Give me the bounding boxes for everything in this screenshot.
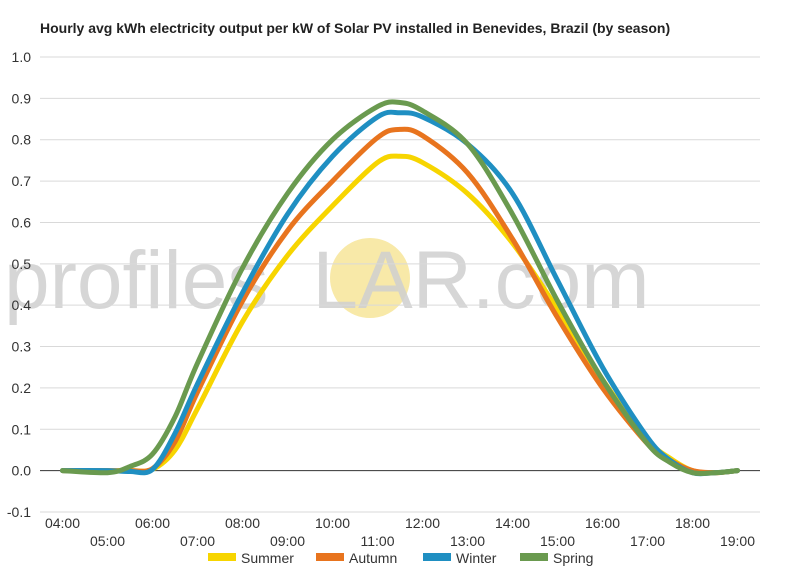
legend-swatch-winter	[423, 553, 451, 561]
y-tick-label: 0.4	[12, 297, 32, 313]
watermark-text-1: profile	[4, 235, 227, 326]
y-tick-label: 0.2	[12, 380, 32, 396]
y-tick-label: -0.1	[7, 504, 31, 520]
y-tick-label: 0.6	[12, 214, 32, 230]
x-axis: 04:00 05:00 06:00 07:00 08:00 09:00 10:00 11:00…	[45, 515, 755, 549]
x-tick-label: 17:00	[630, 533, 665, 549]
y-tick-label: 0.7	[12, 173, 32, 189]
x-tick-label: 07:00	[180, 533, 215, 549]
y-tick-label: 1.0	[12, 49, 32, 65]
legend-label-winter: Winter	[456, 550, 497, 566]
y-tick-label: 0.8	[12, 132, 32, 148]
legend-swatch-autumn	[316, 553, 344, 561]
series-line-spring	[60, 99, 740, 477]
watermark-text-3: LAR.com	[312, 235, 649, 326]
y-tick-label: 0.9	[12, 90, 32, 106]
legend-swatch-spring	[520, 553, 548, 561]
watermark-sun-icon	[330, 238, 410, 318]
x-tick-label: 19:00	[720, 533, 755, 549]
legend: Summer Autumn Winter Spring	[208, 550, 593, 566]
legend-swatch-summer	[208, 553, 236, 561]
x-tick-label: 16:00	[585, 515, 620, 531]
series-line-winter	[60, 109, 740, 477]
y-tick-label: 0.5	[12, 256, 32, 272]
chart-title: Hourly avg kWh electricity output per kW…	[40, 20, 670, 36]
x-tick-label: 15:00	[540, 533, 575, 549]
y-tick-label: 0.1	[12, 421, 32, 437]
x-tick-label: 05:00	[90, 533, 125, 549]
x-tick-label: 04:00	[45, 515, 80, 531]
x-tick-label: 10:00	[315, 515, 350, 531]
x-tick-label: 14:00	[495, 515, 530, 531]
series-lines	[60, 99, 740, 477]
x-tick-label: 06:00	[135, 515, 170, 531]
y-tick-label: 0.0	[12, 463, 32, 479]
y-axis: -0.1 0.0 0.1 0.2 0.3 0.4 0.5 0.6 0.7 0.8 0.9 1.0	[7, 49, 31, 520]
x-tick-label: 18:00	[675, 515, 710, 531]
x-tick-label: 12:00	[405, 515, 440, 531]
x-tick-label: 11:00	[361, 533, 395, 549]
legend-label-spring: Spring	[553, 550, 593, 566]
legend-label-summer: Summer	[241, 550, 294, 566]
y-tick-label: 0.3	[12, 339, 32, 355]
x-tick-label: 13:00	[450, 533, 485, 549]
x-tick-label: 08:00	[225, 515, 260, 531]
x-tick-label: 09:00	[270, 533, 305, 549]
legend-label-autumn: Autumn	[349, 550, 397, 566]
